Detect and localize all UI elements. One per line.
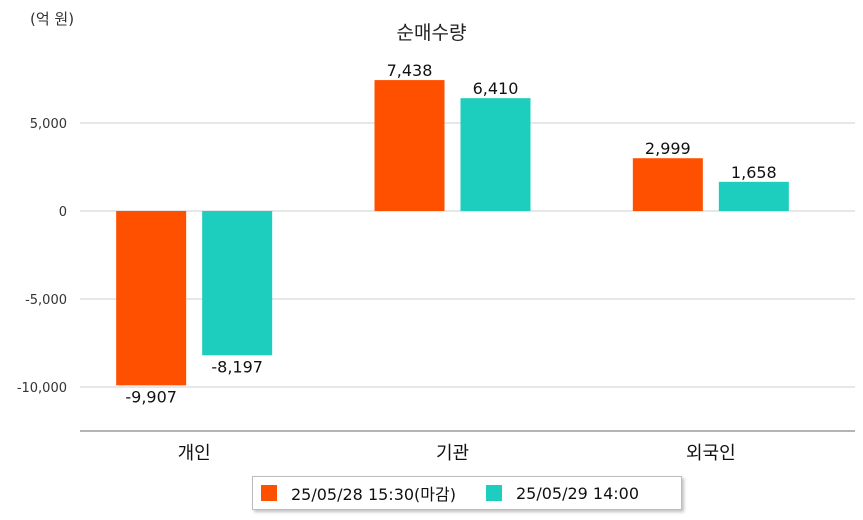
bar [116, 211, 187, 386]
chart-title: 순매수량 [396, 22, 467, 44]
legend-swatch-series-1 [261, 485, 277, 501]
unit-label: (억 원) [30, 10, 75, 28]
data-label: -9,907 [125, 387, 177, 406]
bar-chart: 5,000 0 -5,000 -10,000 -9,907 -8,197 개인 7,438 6,… [17, 61, 855, 464]
data-label: 1,658 [731, 163, 777, 182]
x-tick-label: 개인 [178, 443, 211, 464]
legend-label-series-2: 25/05/29 14:00 [515, 483, 640, 503]
y-tick-label: -5,000 [25, 293, 67, 308]
bar [632, 158, 703, 211]
bar [718, 181, 789, 211]
x-tick-label: 외국인 [686, 443, 736, 464]
legend-label-series-1: 25/05/28 15:30(마감) [291, 485, 456, 504]
data-label: 6,410 [473, 79, 519, 98]
bar [374, 80, 445, 211]
legend-item-series-2[interactable]: 25/05/29 14:00 [485, 483, 640, 503]
data-label: -8,197 [211, 357, 263, 376]
bar [460, 98, 531, 211]
y-tick-label: -10,000 [17, 381, 67, 396]
x-tick-label: 기관 [436, 443, 469, 464]
legend-item-series-1[interactable]: 25/05/28 15:30(마감) [261, 481, 456, 505]
y-tick-label: 0 [59, 205, 67, 220]
legend-swatch-series-2 [485, 485, 502, 501]
bar [202, 211, 273, 356]
y-tick-label: 5,000 [30, 117, 67, 132]
data-label: 7,438 [387, 61, 433, 80]
data-label: 2,999 [645, 139, 691, 158]
legend: 25/05/28 15:30(마감) 25/05/29 14:00 [252, 476, 682, 510]
